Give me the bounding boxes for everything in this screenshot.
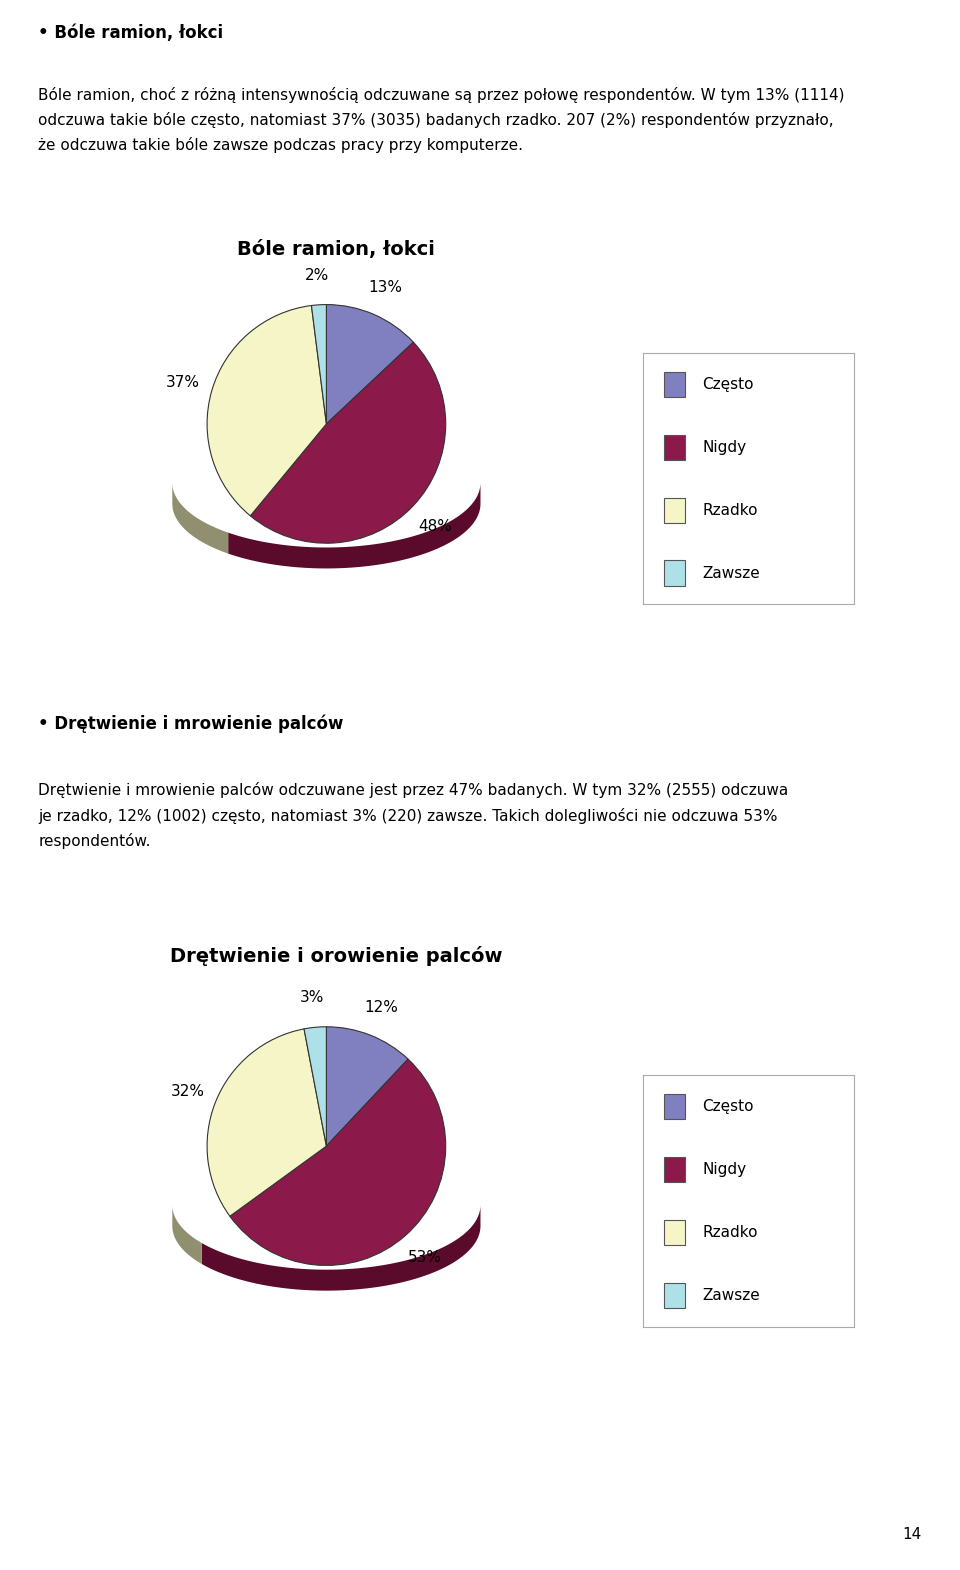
Text: Nigdy: Nigdy [703,1162,747,1178]
Text: Zawsze: Zawsze [703,565,760,581]
Text: Bóle ramion, choć z różną intensywnością odczuwane są przez połowę respondentów.: Bóle ramion, choć z różną intensywnością… [38,88,845,154]
FancyBboxPatch shape [664,1094,685,1119]
Text: Nigdy: Nigdy [703,440,747,455]
Wedge shape [326,305,414,424]
FancyBboxPatch shape [664,435,685,460]
Wedge shape [229,1060,445,1265]
Wedge shape [251,342,445,543]
Wedge shape [304,1027,326,1146]
FancyBboxPatch shape [664,372,685,397]
Text: Rzadko: Rzadko [703,502,757,518]
FancyBboxPatch shape [664,560,685,586]
FancyBboxPatch shape [664,498,685,523]
Text: Rzadko: Rzadko [703,1225,757,1240]
Text: • Bóle ramion, łokci: • Bóle ramion, łokci [38,24,224,41]
Wedge shape [311,305,326,424]
Polygon shape [172,482,228,554]
Text: 3%: 3% [300,991,324,1005]
Polygon shape [228,484,481,568]
Polygon shape [202,1204,481,1291]
Text: 37%: 37% [166,375,201,389]
Text: Często: Często [703,1099,754,1115]
Text: Często: Często [703,377,754,392]
Wedge shape [207,1028,326,1217]
FancyBboxPatch shape [664,1157,685,1182]
Text: 14: 14 [902,1526,922,1542]
Text: 48%: 48% [419,518,452,534]
Wedge shape [207,306,326,517]
Polygon shape [172,1204,202,1264]
Text: Drętwienie i orowienie palców: Drętwienie i orowienie palców [170,945,502,966]
Wedge shape [326,1027,408,1146]
Text: 32%: 32% [171,1083,204,1099]
Text: Zawsze: Zawsze [703,1287,760,1303]
Text: 12%: 12% [365,1000,398,1014]
Text: 13%: 13% [369,279,402,295]
Text: • Drętwienie i mrowienie palców: • Drętwienie i mrowienie palców [38,714,344,733]
FancyBboxPatch shape [664,1283,685,1308]
Text: 2%: 2% [305,267,329,283]
Text: Drętwienie i mrowienie palców odczuwane jest przez 47% badanych. W tym 32% (2555: Drętwienie i mrowienie palców odczuwane … [38,782,789,849]
FancyBboxPatch shape [664,1220,685,1245]
Text: Bóle ramion, łokci: Bóle ramion, łokci [237,240,435,259]
Text: 53%: 53% [408,1250,442,1265]
